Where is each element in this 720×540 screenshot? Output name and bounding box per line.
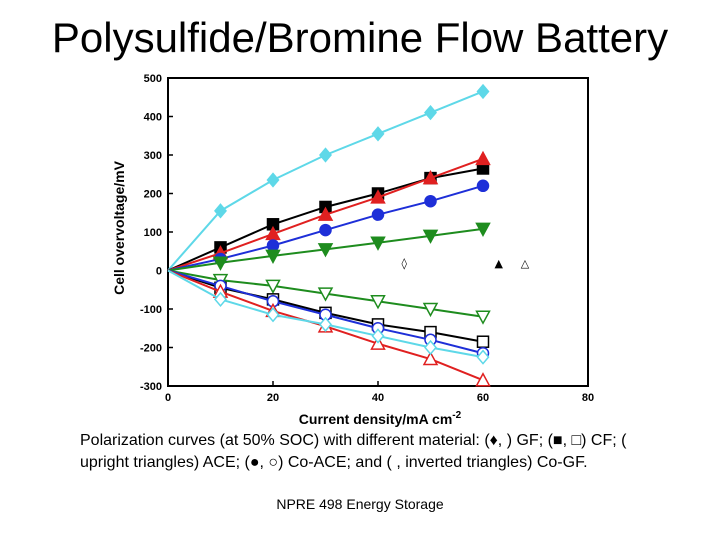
x-tick-label: 40 [372, 392, 384, 404]
triangle-down-marker [212, 256, 229, 271]
x-axis-title-main: Current density/mA cm [299, 411, 453, 427]
chart-axes: -300 -200 -100 0 100 200 300 400 500 0 20 40 60 80 [140, 73, 594, 404]
figure-caption: Polarization curves (at 50% SOC) with di… [80, 432, 627, 471]
y-tick-label: 500 [144, 73, 162, 85]
triangle-down-marker [370, 236, 386, 251]
diamond-marker [214, 203, 227, 219]
series-9 [167, 269, 490, 365]
circle-marker [319, 223, 332, 237]
x-tick-label: 20 [267, 392, 279, 404]
y-tick-label: -300 [140, 381, 162, 393]
triangle-down-marker [475, 310, 491, 325]
x-axis-title-superscript: -2 [452, 410, 461, 421]
x-tick-label: 60 [477, 392, 489, 404]
diamond-marker [424, 339, 437, 356]
diamond-marker [214, 291, 227, 308]
x-axis-title: Current density/mA cm-2 [299, 410, 462, 427]
circle-marker [371, 208, 385, 221]
footer-text: NPRE 498 Energy Storage [276, 496, 444, 512]
diamond-marker [319, 147, 332, 163]
series-5 [167, 269, 491, 325]
series-0 [167, 83, 490, 272]
triangle-up-marker [475, 372, 491, 387]
triangle-down-marker [317, 243, 334, 258]
y-tick-label: 400 [144, 112, 162, 124]
diamond-marker [371, 126, 385, 142]
triangle-down-marker [422, 302, 439, 318]
triangle-down-marker [370, 295, 386, 310]
series-7 [167, 269, 490, 360]
circle-marker [476, 179, 490, 193]
diamond-marker [266, 307, 280, 323]
circle-marker [424, 194, 437, 208]
series-4 [167, 222, 491, 272]
diamond-marker [424, 104, 437, 121]
square-marker [476, 335, 490, 348]
y-tick-label: 100 [144, 227, 162, 239]
triangle-up-marker [317, 206, 334, 221]
y-tick-label: 300 [144, 150, 162, 162]
stray-legend-symbols: ◊ ▲ △ [402, 257, 530, 270]
stray-symbol: ◊ [402, 257, 408, 270]
diamond-marker [266, 172, 280, 188]
chart-series [167, 83, 491, 387]
y-tick-label: 200 [144, 189, 162, 201]
x-tick-label: 0 [165, 392, 171, 404]
y-tick-label: -200 [140, 343, 162, 355]
y-tick-label: -100 [140, 304, 162, 316]
triangle-up-marker [475, 150, 491, 166]
circle-marker [266, 239, 280, 252]
diamond-marker [319, 316, 332, 333]
triangle-up-marker [422, 350, 439, 366]
polarization-chart: -300 -200 -100 0 100 200 300 400 500 0 20 40 60 80 ◊ ▲… [111, 73, 594, 427]
triangle-down-marker [265, 279, 281, 294]
triangle-up-marker [370, 189, 386, 204]
triangle-up-marker [422, 170, 439, 185]
diamond-marker [371, 328, 385, 344]
y-axis-title: Cell overvoltage/mV [111, 160, 127, 294]
x-tick-label: 80 [582, 392, 594, 404]
diamond-marker [476, 83, 490, 100]
diamond-marker [476, 349, 490, 365]
triangle-down-marker [265, 249, 281, 264]
triangle-down-marker [422, 229, 439, 244]
y-tick-label: 0 [156, 266, 162, 278]
slide-title: Polysulfide/Bromine Flow Battery [51, 14, 669, 61]
triangle-down-marker [317, 287, 334, 302]
stray-symbol: △ [521, 257, 530, 270]
triangle-down-marker [475, 222, 491, 237]
stray-symbol: ▲ [495, 257, 504, 270]
